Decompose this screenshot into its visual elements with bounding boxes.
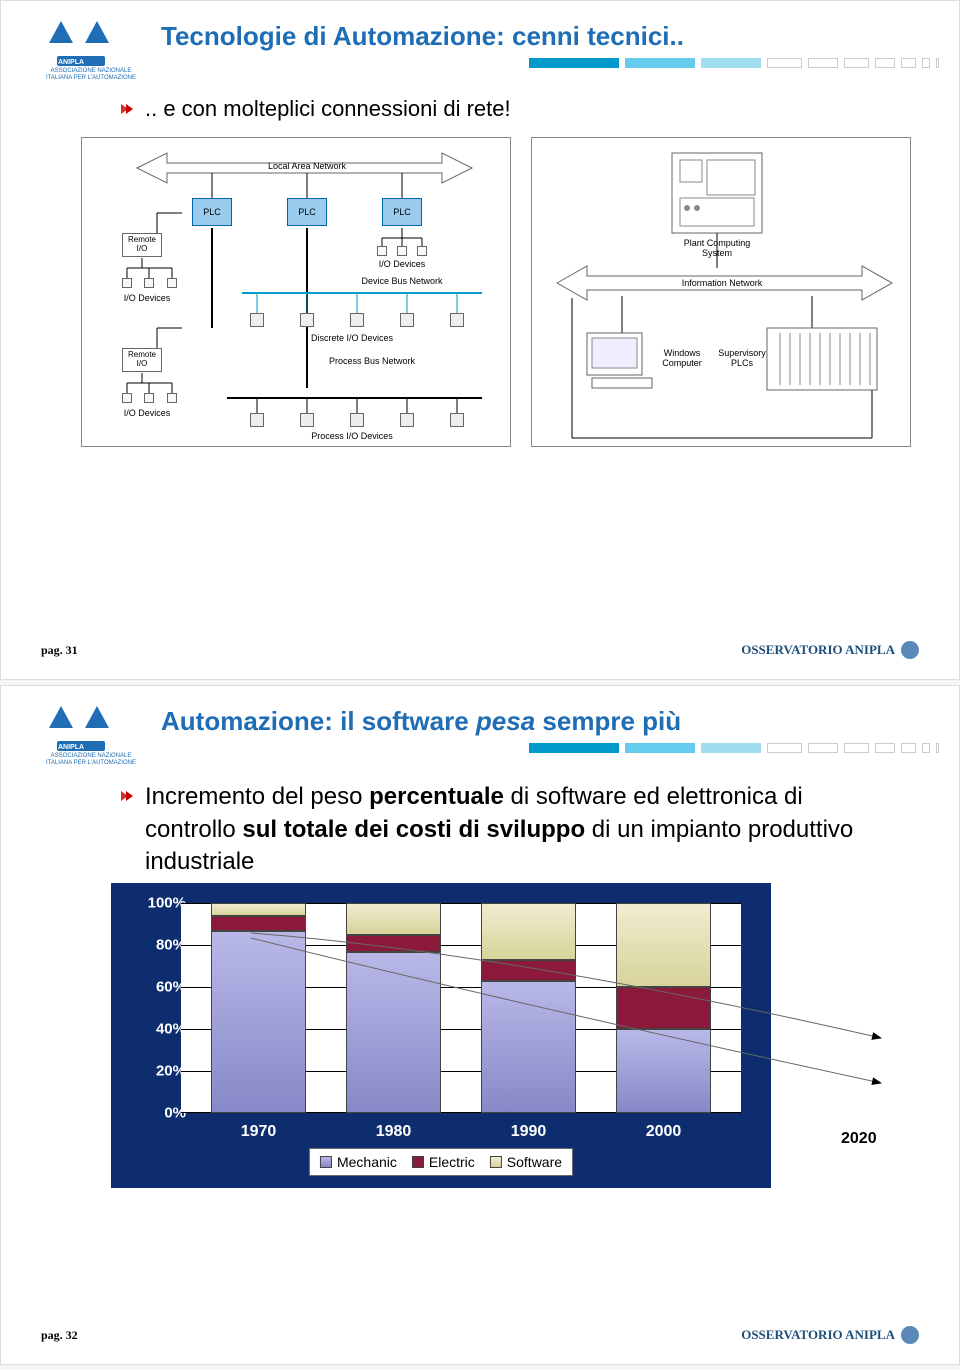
device-bus-label: Device Bus Network — [332, 276, 472, 286]
plc-2: PLC — [287, 198, 327, 226]
legend-electric: Electric — [412, 1154, 475, 1170]
windows-computer-label: Windows Computer — [652, 348, 712, 368]
decorative-colorbar — [161, 58, 939, 68]
network-diagram-left: Local Area Network PLC PLC PLC Remote I/… — [81, 137, 511, 447]
ylabel-80: 80% — [136, 937, 186, 954]
anipla-logo: ANIPLA — [41, 706, 121, 751]
diagram-area: Local Area Network PLC PLC PLC Remote I/… — [81, 137, 919, 447]
bar-seg-mechanic — [616, 1029, 711, 1113]
title-block: Automazione: il software pesa sempre più — [161, 706, 919, 753]
slide-title: Tecnologie di Automazione: cenni tecnici… — [161, 21, 919, 52]
bar-seg-electric — [211, 916, 306, 931]
bar-seg-mechanic — [346, 952, 441, 1114]
ylabel-0: 0% — [136, 1105, 186, 1122]
io-devices-3: I/O Devices — [372, 259, 432, 269]
remote-io-1: Remote I/O — [122, 233, 162, 257]
logo-block: ANIPLA ASSOCIAZIONE NAZIONALEITALIANA PE… — [41, 21, 141, 81]
body-bullet: Incremento del peso percentuale di softw… — [121, 781, 919, 878]
globe-icon — [901, 641, 919, 659]
ylabel-100: 100% — [136, 895, 186, 912]
legend-mechanic: Mechanic — [320, 1154, 397, 1170]
info-network-label: Information Network — [662, 278, 782, 288]
lan-label: Local Area Network — [252, 161, 362, 171]
slide-32: ANIPLA ASSOCIAZIONE NAZIONALEITALIANA PE… — [0, 685, 960, 1365]
plc-1: PLC — [192, 198, 232, 226]
chart-wrapper: 100% 80% 60% 40% 20% 0% 1970 1980 199 — [41, 883, 919, 1188]
xlabel-2020: 2020 — [841, 1130, 877, 1148]
bar-seg-software — [481, 903, 576, 960]
legend-software: Software — [490, 1154, 562, 1170]
ylabel-20: 20% — [136, 1063, 186, 1080]
bullet-text: .. e con molteplici connessioni di rete! — [145, 96, 511, 122]
footer: pag. 32 OSSERVATORIO ANIPLA — [41, 1326, 919, 1344]
globe-icon — [901, 1326, 919, 1344]
page-number: pag. 32 — [41, 1328, 78, 1343]
slide-title: Automazione: il software pesa sempre più — [161, 706, 919, 737]
xlabel-1970: 1970 — [211, 1123, 306, 1141]
plant-computing-label: Plant Computing System — [662, 238, 772, 258]
bullet-line: .. e con molteplici connessioni di rete! — [121, 96, 919, 122]
anipla-logo: ANIPLA — [41, 21, 121, 66]
bar-seg-software — [616, 903, 711, 987]
footer-brand: OSSERVATORIO ANIPLA — [741, 641, 919, 659]
body-text: Incremento del peso percentuale di softw… — [145, 781, 895, 878]
logo-text: ANIPLA — [58, 744, 84, 751]
chart-plot: 1970 1980 1990 2000 — [181, 903, 741, 1113]
xlabel-2000: 2000 — [616, 1123, 711, 1141]
footer-brand: OSSERVATORIO ANIPLA — [741, 1326, 919, 1344]
decorative-colorbar — [161, 743, 939, 753]
bar-seg-electric — [346, 935, 441, 952]
discrete-io-label: Discrete I/O Devices — [282, 333, 422, 343]
xlabel-1980: 1980 — [346, 1123, 441, 1141]
chart-legend: Mechanic Electric Software — [309, 1148, 573, 1176]
process-bus-label: Process Bus Network — [302, 356, 442, 366]
page-number: pag. 31 — [41, 643, 78, 658]
io-devices-1: I/O Devices — [112, 293, 182, 303]
bar-seg-electric — [616, 987, 711, 1029]
header: ANIPLA ASSOCIAZIONE NAZIONALEITALIANA PE… — [41, 21, 919, 81]
header: ANIPLA ASSOCIAZIONE NAZIONALEITALIANA PE… — [41, 706, 919, 766]
xlabel-1990: 1990 — [481, 1123, 576, 1141]
supervisory-plcs-label: Supervisory PLCs — [712, 348, 772, 368]
arrow-icon — [121, 102, 135, 116]
logo-subtitle: ASSOCIAZIONE NAZIONALEITALIANA PER L'AUT… — [41, 753, 141, 766]
arrow-icon — [121, 789, 135, 803]
ylabel-40: 40% — [136, 1021, 186, 1038]
title-block: Tecnologie di Automazione: cenni tecnici… — [161, 21, 919, 68]
stacked-bar-chart: 100% 80% 60% 40% 20% 0% 1970 1980 199 — [111, 883, 771, 1188]
process-io-label: Process I/O Devices — [282, 431, 422, 441]
bar-seg-electric — [481, 960, 576, 981]
network-diagram-right: Plant Computing System Information Netwo… — [531, 137, 911, 447]
logo-subtitle: ASSOCIAZIONE NAZIONALEITALIANA PER L'AUT… — [41, 68, 141, 81]
bar-seg-software — [346, 903, 441, 935]
bar-seg-software — [211, 903, 306, 916]
logo-block: ANIPLA ASSOCIAZIONE NAZIONALEITALIANA PE… — [41, 706, 141, 766]
remote-io-2: Remote I/O — [122, 348, 162, 372]
bar-seg-mechanic — [211, 931, 306, 1114]
ylabel-60: 60% — [136, 979, 186, 996]
footer: pag. 31 OSSERVATORIO ANIPLA — [41, 641, 919, 659]
logo-text: ANIPLA — [58, 59, 84, 66]
plc-3: PLC — [382, 198, 422, 226]
bar-seg-mechanic — [481, 981, 576, 1113]
slide-31: ANIPLA ASSOCIAZIONE NAZIONALEITALIANA PE… — [0, 0, 960, 680]
io-devices-2: I/O Devices — [112, 408, 182, 418]
